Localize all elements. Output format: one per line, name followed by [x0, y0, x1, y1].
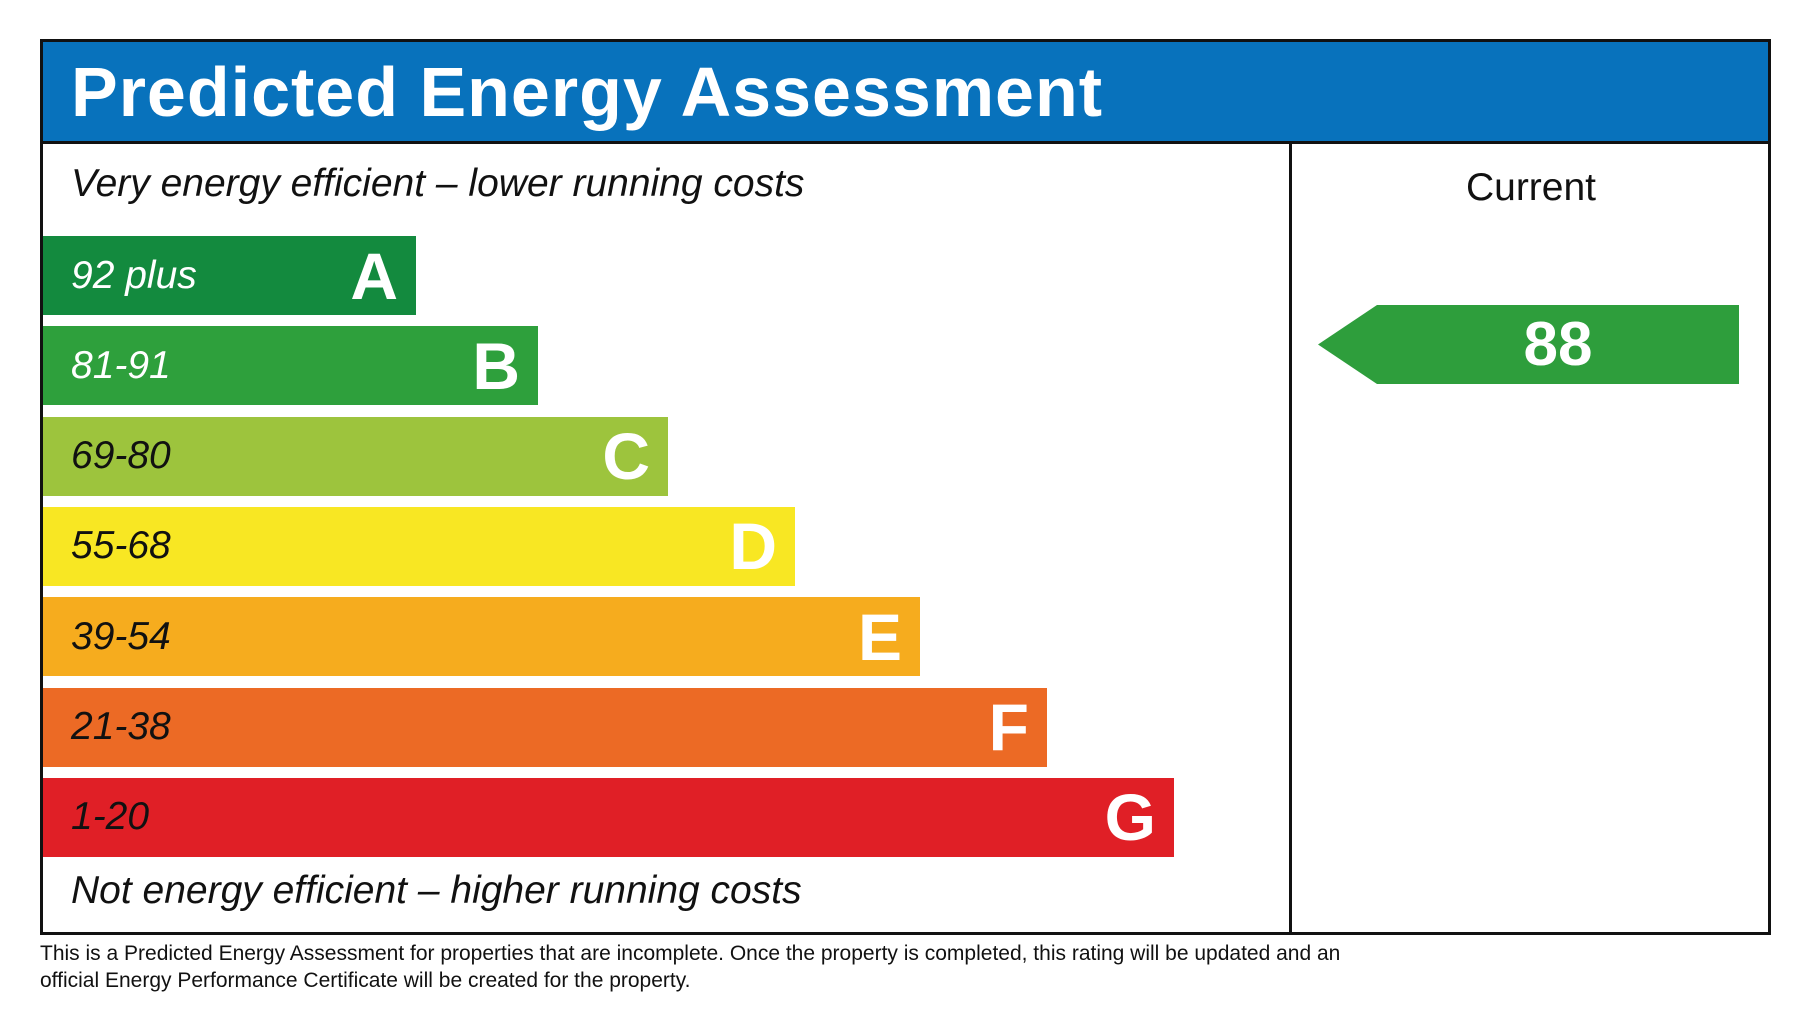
band-g: 1-20 G [43, 777, 1174, 857]
band-e: 39-54 E [43, 597, 920, 677]
footer-line-2: official Energy Performance Certificate … [40, 969, 691, 992]
band-range-label: 81-91 [71, 343, 171, 387]
band-range-label: 39-54 [71, 614, 171, 658]
band-range-label: 21-38 [71, 705, 171, 748]
bottom-caption: Not energy efficient – higher running co… [71, 869, 802, 912]
current-rating-arrow [1318, 305, 1739, 384]
footer-note: This is a Predicted Energy Assessment fo… [40, 940, 1460, 994]
page-title: Predicted Energy Assessment [71, 53, 1104, 131]
band-letter: A [350, 238, 398, 313]
header-bar: Predicted Energy Assessment [43, 42, 1768, 144]
arrow-shape [1318, 305, 1739, 384]
band-a: 92 plus A [43, 236, 416, 315]
band-range-label: 69-80 [71, 434, 171, 478]
band-range-label: 1-20 [71, 795, 150, 839]
energy-assessment-panel: Predicted Energy Assessment Very energy … [40, 39, 1771, 935]
band-f: 21-38 F [43, 687, 1047, 767]
column-divider [1289, 144, 1292, 932]
band-letter: C [602, 419, 650, 494]
current-column-label: Current [1465, 166, 1597, 209]
band-c: 69-80 C [43, 416, 668, 496]
current-rating-value: 88 [1523, 310, 1593, 379]
band-b: 81-91 B [43, 326, 538, 406]
band-letter: D [729, 509, 777, 584]
band-letter: F [988, 690, 1029, 764]
band-letter: B [472, 328, 520, 403]
top-caption: Very energy efficient – lower running co… [71, 162, 805, 205]
band-letter: E [857, 599, 902, 674]
band-range-label: 55-68 [71, 524, 171, 568]
footer-line-1: This is a Predicted Energy Assessment fo… [40, 942, 1341, 965]
band-d: 55-68 D [43, 506, 795, 586]
band-letter: G [1104, 780, 1156, 855]
band-range-label: 92 plus [71, 253, 197, 297]
